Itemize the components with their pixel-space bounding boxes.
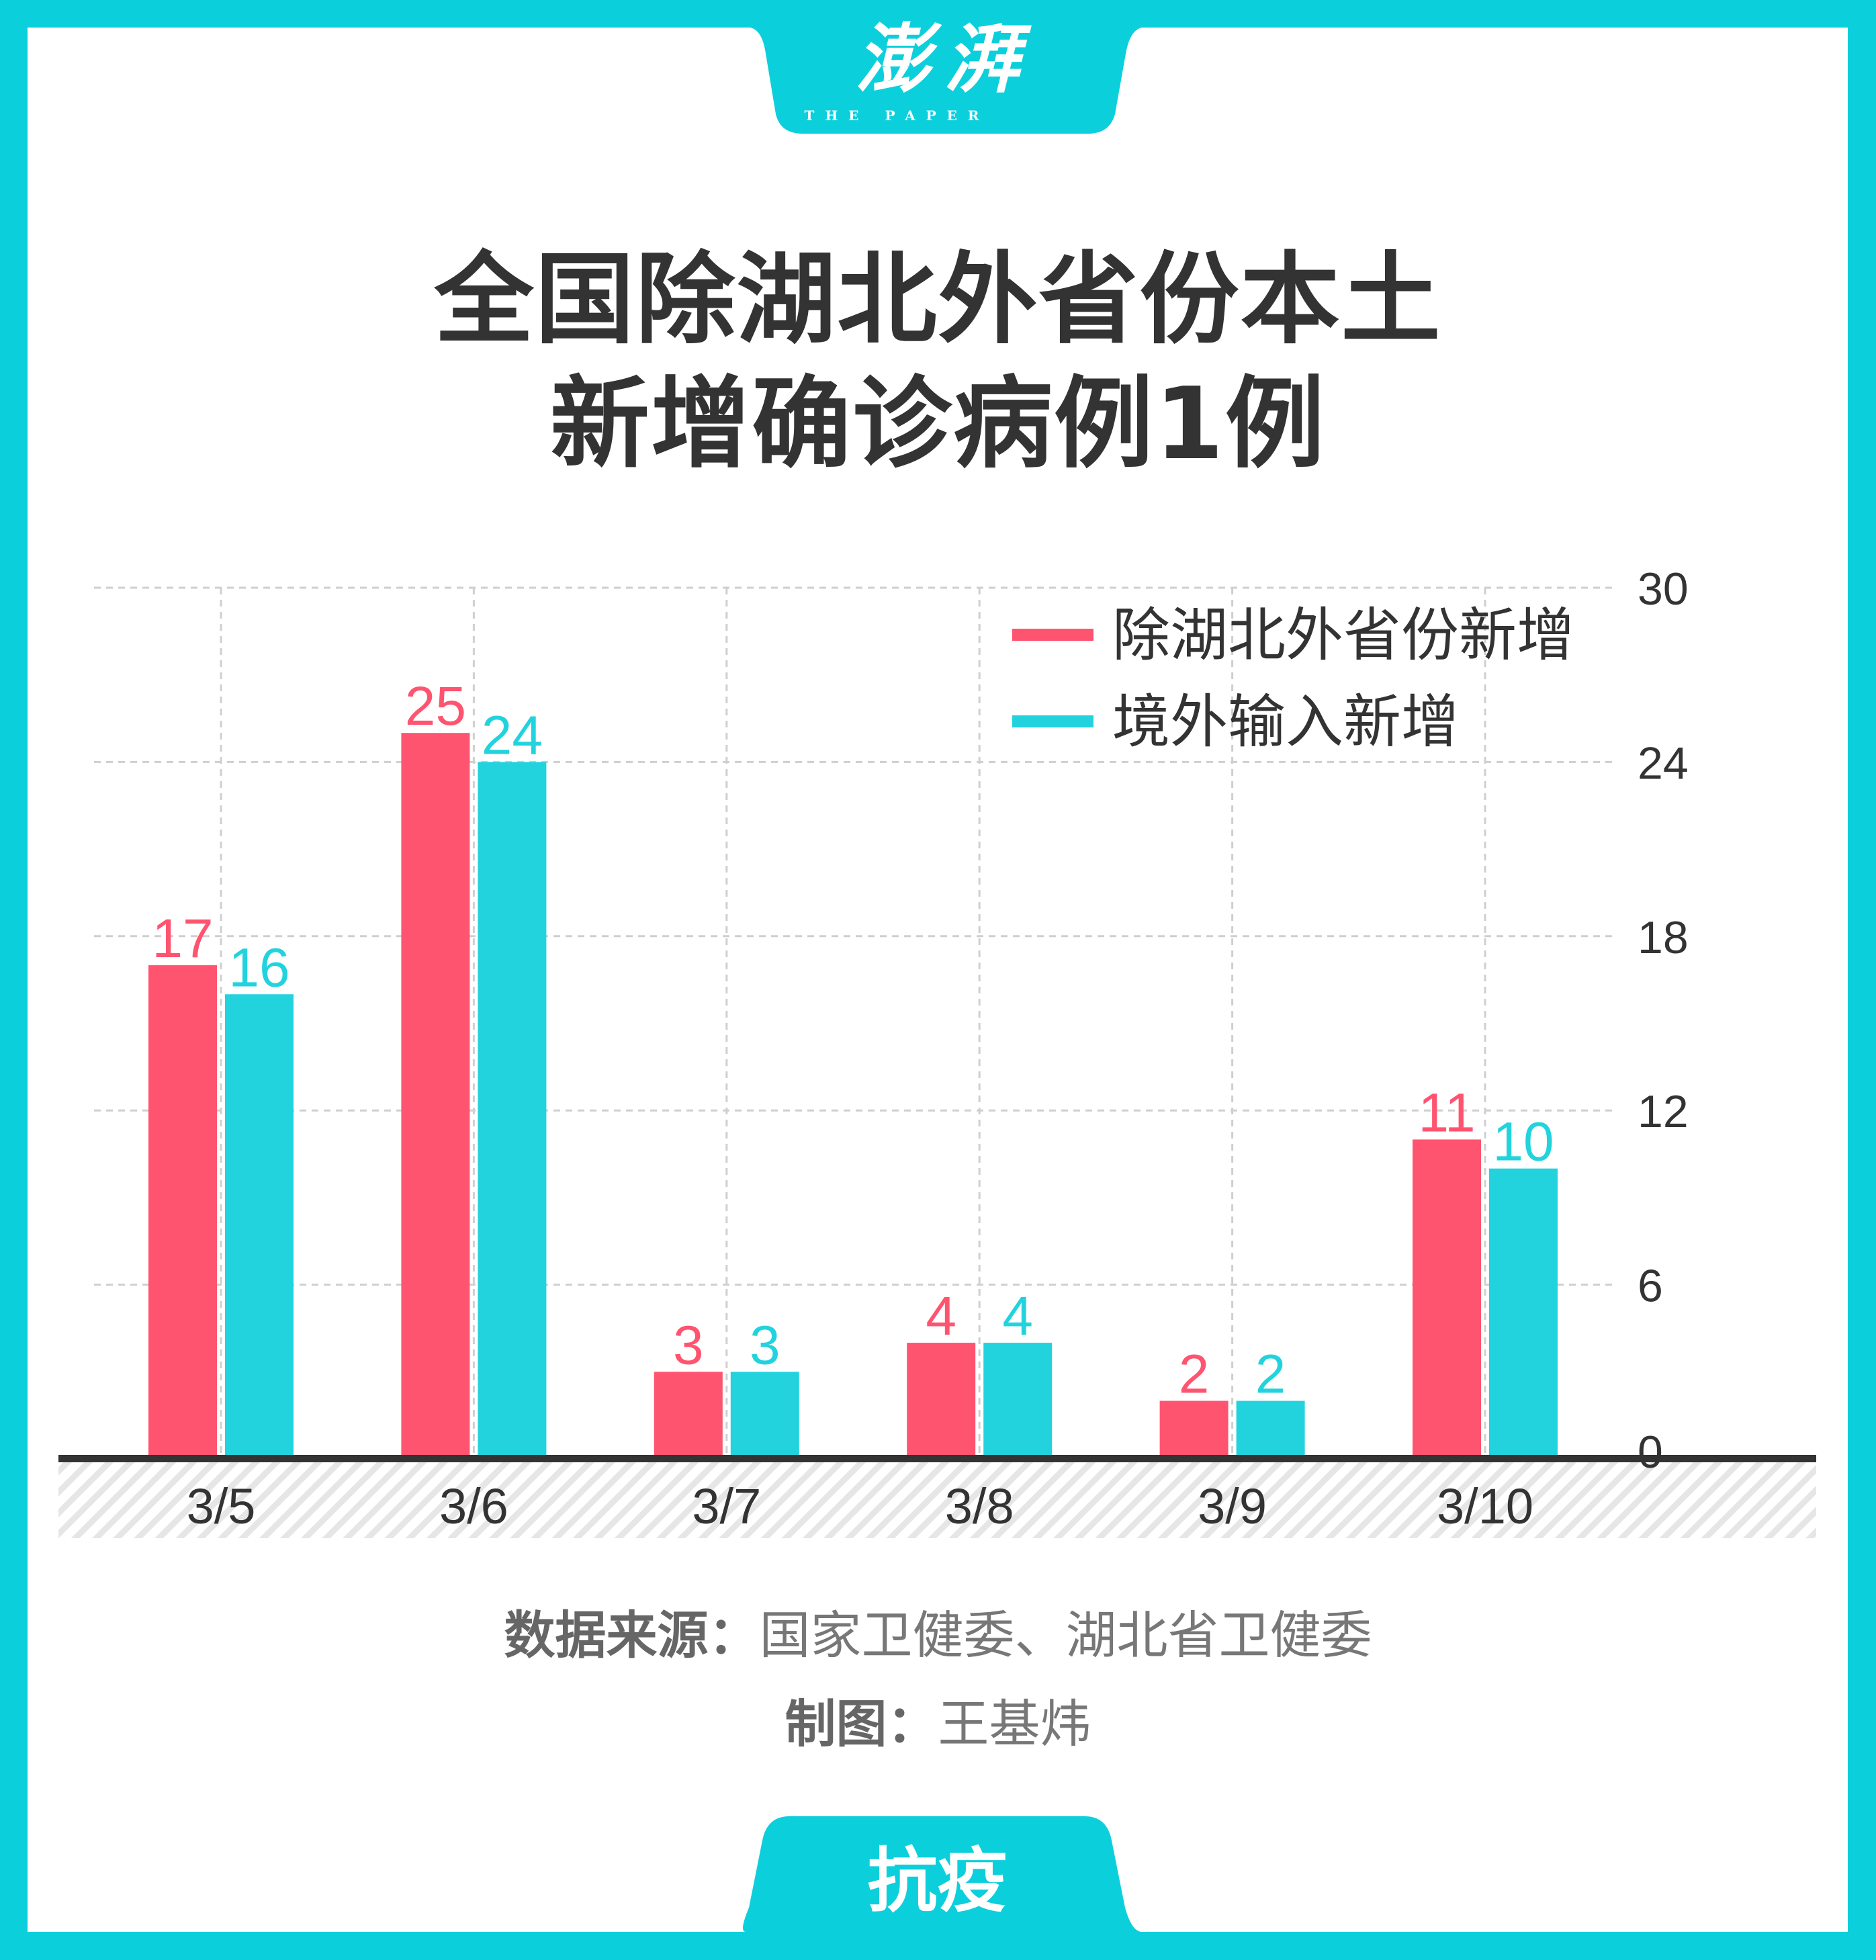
bar-imported xyxy=(983,1343,1053,1459)
chart-title-line-1: 全国除湖北外省份本土 xyxy=(434,242,1442,357)
y-tick-label: 6 xyxy=(1638,1261,1663,1312)
chart-title-line-2: 新增确诊病例1例 xyxy=(550,366,1326,482)
data-label: 16 xyxy=(228,937,289,998)
bar-imported xyxy=(1489,1168,1558,1459)
y-tick-label: 0 xyxy=(1638,1427,1663,1478)
bar-domestic xyxy=(401,733,470,1459)
bar-imported xyxy=(478,762,547,1459)
x-tick-label: 3/8 xyxy=(945,1478,1014,1534)
logo-en: THE PAPER xyxy=(804,107,990,124)
y-tick-label: 18 xyxy=(1638,912,1689,963)
topic-tag: 抗疫 xyxy=(867,1840,1008,1922)
legend-label: 境外输入新增 xyxy=(1112,688,1459,756)
top-logo-tab xyxy=(739,28,1142,134)
author-label: 制图： xyxy=(785,1694,938,1754)
x-axis-line xyxy=(58,1455,1816,1462)
legend-swatch xyxy=(1012,629,1093,641)
x-tick-label: 3/10 xyxy=(1437,1478,1533,1534)
data-label: 3 xyxy=(750,1315,780,1376)
bar-imported xyxy=(225,994,294,1459)
source-label: 数据来源： xyxy=(504,1605,760,1665)
x-tick-label: 3/5 xyxy=(187,1478,256,1534)
card-background xyxy=(28,28,1848,1932)
data-label: 24 xyxy=(482,705,543,766)
data-label: 2 xyxy=(1255,1344,1286,1405)
y-tick-label: 12 xyxy=(1638,1086,1689,1137)
x-tick-label: 3/7 xyxy=(692,1478,761,1534)
y-tick-label: 24 xyxy=(1638,738,1689,789)
bar-domestic xyxy=(1159,1400,1229,1459)
bar-domestic xyxy=(1413,1139,1481,1459)
data-label: 4 xyxy=(926,1286,956,1347)
x-tick-label: 3/6 xyxy=(439,1478,508,1534)
data-label: 3 xyxy=(673,1315,704,1376)
logo-cn: 澎湃 xyxy=(855,15,1033,103)
y-tick-label: 30 xyxy=(1638,564,1689,615)
data-label: 25 xyxy=(405,676,466,737)
bar-domestic xyxy=(907,1343,976,1459)
the-paper-logo: 澎湃 THE PAPER xyxy=(750,15,1138,124)
data-label: 10 xyxy=(1492,1112,1554,1173)
bar-domestic xyxy=(654,1372,723,1459)
legend-swatch xyxy=(1012,715,1093,727)
x-axis-band xyxy=(58,1462,1816,1538)
legend-label: 除湖北外省份新增 xyxy=(1112,602,1574,669)
source-text: 国家卫健委、湖北省卫健委 xyxy=(759,1605,1372,1665)
author-name: 王基炜 xyxy=(938,1694,1091,1754)
data-source: 数据来源：国家卫健委、湖北省卫健委 xyxy=(0,1605,1876,1666)
bar-imported xyxy=(730,1372,799,1459)
bar-imported xyxy=(1236,1400,1305,1459)
bar-domestic xyxy=(148,965,217,1459)
data-label: 4 xyxy=(1002,1286,1033,1347)
x-tick-label: 3/9 xyxy=(1198,1478,1267,1534)
author-credit: 制图：王基炜 xyxy=(0,1694,1876,1754)
bottom-tag-tab xyxy=(732,1816,1142,1932)
data-label: 11 xyxy=(1418,1082,1475,1143)
data-label: 17 xyxy=(152,908,213,969)
data-label: 2 xyxy=(1179,1344,1210,1405)
